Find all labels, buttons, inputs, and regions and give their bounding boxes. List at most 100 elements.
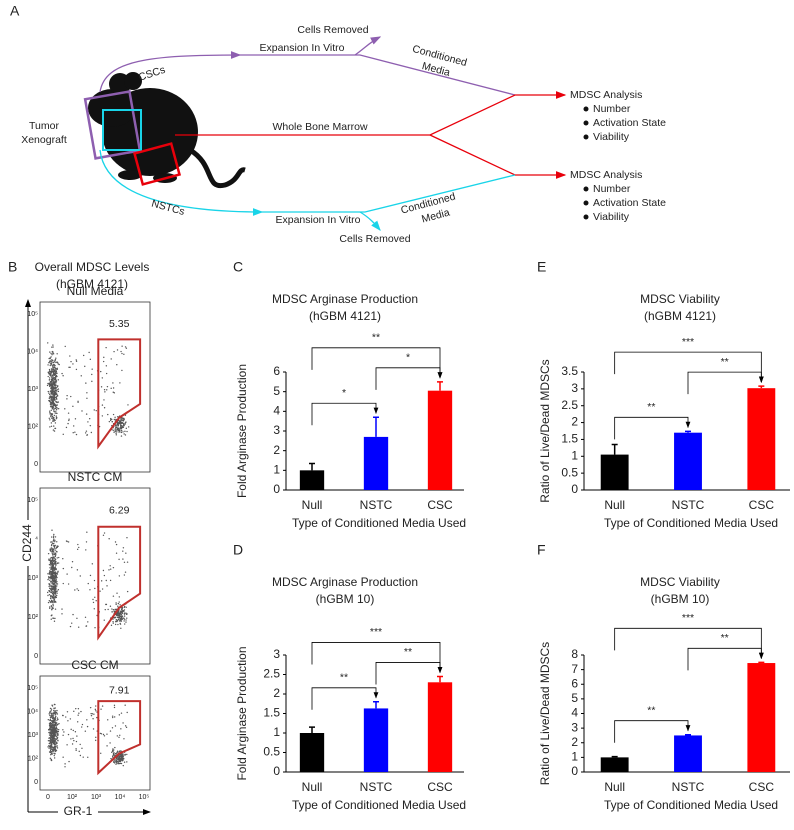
- event-dot: [51, 583, 53, 585]
- event-dot: [99, 590, 101, 592]
- event-dot: [89, 574, 92, 577]
- event-dot: [66, 744, 68, 746]
- event-dot: [53, 382, 55, 384]
- event-dot: [52, 392, 54, 394]
- chart-title: MDSC Viability: [640, 575, 720, 589]
- event-dot: [112, 622, 114, 624]
- event-dot: [80, 375, 82, 377]
- event-dot: [55, 401, 57, 403]
- gate-percent: 5.35: [109, 318, 130, 330]
- event-dot: [56, 590, 58, 592]
- event-dot: [52, 601, 54, 604]
- event-dot: [51, 377, 53, 380]
- event-dot: [50, 577, 52, 580]
- event-dot: [47, 746, 49, 748]
- event-dot: [124, 434, 127, 436]
- event-dot: [51, 600, 54, 602]
- event-dot: [120, 618, 122, 621]
- event-dot: [121, 418, 123, 420]
- event-dot: [50, 379, 53, 381]
- event-dot: [112, 413, 115, 416]
- event-dot: [117, 614, 120, 616]
- error-bar: [437, 381, 443, 391]
- event-dot: [48, 382, 50, 385]
- event-dot: [52, 370, 55, 373]
- event-dot: [123, 618, 126, 620]
- event-dot: [49, 549, 51, 551]
- event-dot: [117, 602, 120, 605]
- event-dot: [56, 562, 59, 564]
- event-dot: [114, 430, 116, 433]
- event-dot: [57, 401, 60, 403]
- event-dot: [52, 344, 54, 346]
- event-dot: [56, 728, 59, 730]
- event-dot: [50, 754, 52, 756]
- event-dot: [93, 713, 95, 715]
- event-dot: [54, 750, 57, 753]
- event-dot: [55, 409, 58, 411]
- event-dot: [53, 417, 55, 419]
- event-dot: [103, 407, 106, 409]
- y-tick-label: 10³: [28, 732, 39, 739]
- x-axis-label: Type of Conditioned Media Used: [292, 516, 466, 530]
- event-dot: [49, 374, 52, 376]
- event-dot: [122, 757, 124, 760]
- event-dot: [51, 354, 53, 356]
- event-dot: [118, 575, 121, 577]
- event-dot: [49, 606, 51, 608]
- event-dot: [52, 399, 54, 401]
- event-dot: [48, 559, 51, 562]
- event-dot: [121, 612, 123, 614]
- event-dot: [55, 722, 57, 725]
- analysis-title: MDSC Analysis: [570, 169, 642, 181]
- event-dot: [48, 396, 51, 398]
- event-dot: [54, 403, 56, 406]
- event-dot: [112, 391, 114, 393]
- event-dot: [56, 730, 58, 733]
- event-dot: [86, 725, 89, 728]
- event-dot: [55, 376, 57, 378]
- event-dot: [119, 382, 121, 384]
- event-dot: [67, 412, 70, 414]
- event-dot: [62, 582, 64, 585]
- event-dot: [106, 389, 108, 391]
- event-dot: [53, 572, 55, 575]
- event-dot: [51, 573, 53, 575]
- event-dot: [87, 756, 89, 758]
- event-dot: [56, 404, 59, 406]
- event-dot: [54, 377, 56, 379]
- event-dot: [81, 723, 84, 726]
- event-dot: [100, 752, 102, 754]
- event-dot: [49, 749, 52, 752]
- event-dot: [52, 420, 54, 422]
- bullet: [583, 134, 589, 140]
- event-dot: [102, 534, 105, 536]
- event-dot: [64, 766, 66, 768]
- event-dot: [55, 732, 58, 734]
- y-tick-label: 0: [34, 653, 38, 660]
- x-axis-label: Type of Conditioned Media Used: [604, 798, 778, 812]
- event-dot: [57, 379, 59, 381]
- sig-label: *: [342, 387, 346, 399]
- event-dot: [72, 405, 74, 408]
- event-dot: [51, 735, 53, 738]
- event-dot: [118, 760, 120, 762]
- event-dot: [54, 730, 56, 733]
- event-dot: [85, 541, 88, 543]
- event-dot: [55, 410, 57, 412]
- event-dot: [52, 377, 55, 379]
- event-dot: [50, 352, 52, 355]
- event-dot: [119, 762, 122, 765]
- event-dot: [56, 745, 58, 747]
- event-dot: [105, 372, 108, 375]
- event-dot: [101, 415, 104, 417]
- y-tick-label: 4: [273, 404, 280, 418]
- event-dot: [50, 568, 52, 571]
- event-dot: [121, 416, 123, 419]
- event-dot: [84, 432, 87, 434]
- event-dot: [51, 751, 53, 753]
- event-dot: [53, 586, 56, 589]
- event-dot: [94, 587, 96, 590]
- diagram: A Tumor Xenograft CSCs Expansion In Vitr…: [10, 3, 666, 245]
- event-dot: [50, 417, 53, 419]
